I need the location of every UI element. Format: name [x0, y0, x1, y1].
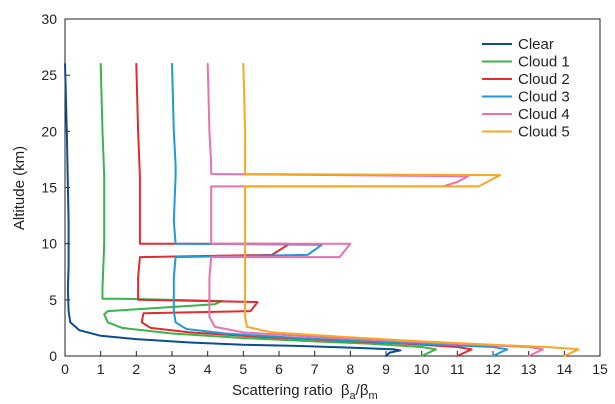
x-tick-label: 11: [450, 361, 465, 377]
series-line-clear: [64, 62, 402, 357]
series-line-cloud-4: [206, 62, 544, 357]
x-tick-label: 1: [97, 361, 105, 377]
y-tick-label: 25: [41, 67, 57, 83]
subscript-a: a: [350, 390, 357, 402]
x-tick-label: 8: [346, 361, 354, 377]
series-line-cloud-3: [171, 62, 509, 357]
series-line-cloud-1: [99, 62, 437, 357]
x-tick-label: 14: [557, 361, 573, 377]
series-line-cloud-2: [135, 62, 473, 357]
y-tick-label: 15: [41, 180, 57, 196]
legend-label-clear: Clear: [518, 36, 554, 53]
x-axis-ticks: 0 1 2 3 4 5 6 7 8 9 10 11 12 13 14 15: [61, 351, 608, 377]
x-tick-label: 5: [239, 361, 247, 377]
x-tick-label: 3: [168, 361, 176, 377]
x-tick-label: 0: [61, 361, 69, 377]
series-lines: [64, 62, 580, 357]
y-tick-label: 0: [49, 348, 57, 364]
y-tick-label: 30: [41, 11, 57, 27]
series-line-cloud-5: [242, 62, 580, 357]
x-axis-title: Scattering ratio βa/βm: [232, 382, 378, 402]
legend-label-cloud-4: Cloud 4: [518, 106, 570, 123]
x-axis-title-text: Scattering ratio: [232, 382, 333, 399]
x-tick-label: 7: [311, 361, 319, 377]
y-tick-label: 20: [41, 123, 57, 139]
y-tick-label: 5: [49, 292, 57, 308]
x-tick-label: 9: [382, 361, 390, 377]
legend-label-cloud-5: Cloud 5: [518, 124, 570, 141]
beta-symbol-a: β: [341, 382, 350, 399]
x-tick-label: 12: [485, 361, 501, 377]
beta-symbol-m: β: [360, 382, 369, 399]
x-tick-label: 13: [521, 361, 537, 377]
x-tick-label: 10: [414, 361, 430, 377]
legend-label-cloud-3: Cloud 3: [518, 89, 570, 106]
legend-label-cloud-2: Cloud 2: [518, 71, 570, 88]
y-tick-label: 10: [41, 236, 57, 252]
y-axis-title: Altitude (km): [11, 146, 28, 230]
x-tick-label: 15: [592, 361, 608, 377]
x-tick-label: 6: [275, 361, 283, 377]
x-tick-label: 2: [132, 361, 140, 377]
legend-label-cloud-1: Cloud 1: [518, 54, 570, 71]
slash-symbol: /: [356, 382, 361, 399]
y-axis-ticks: 0 5 10 15 20 25 30: [41, 11, 70, 364]
subscript-m: m: [368, 390, 377, 402]
x-tick-label: 4: [204, 361, 212, 377]
